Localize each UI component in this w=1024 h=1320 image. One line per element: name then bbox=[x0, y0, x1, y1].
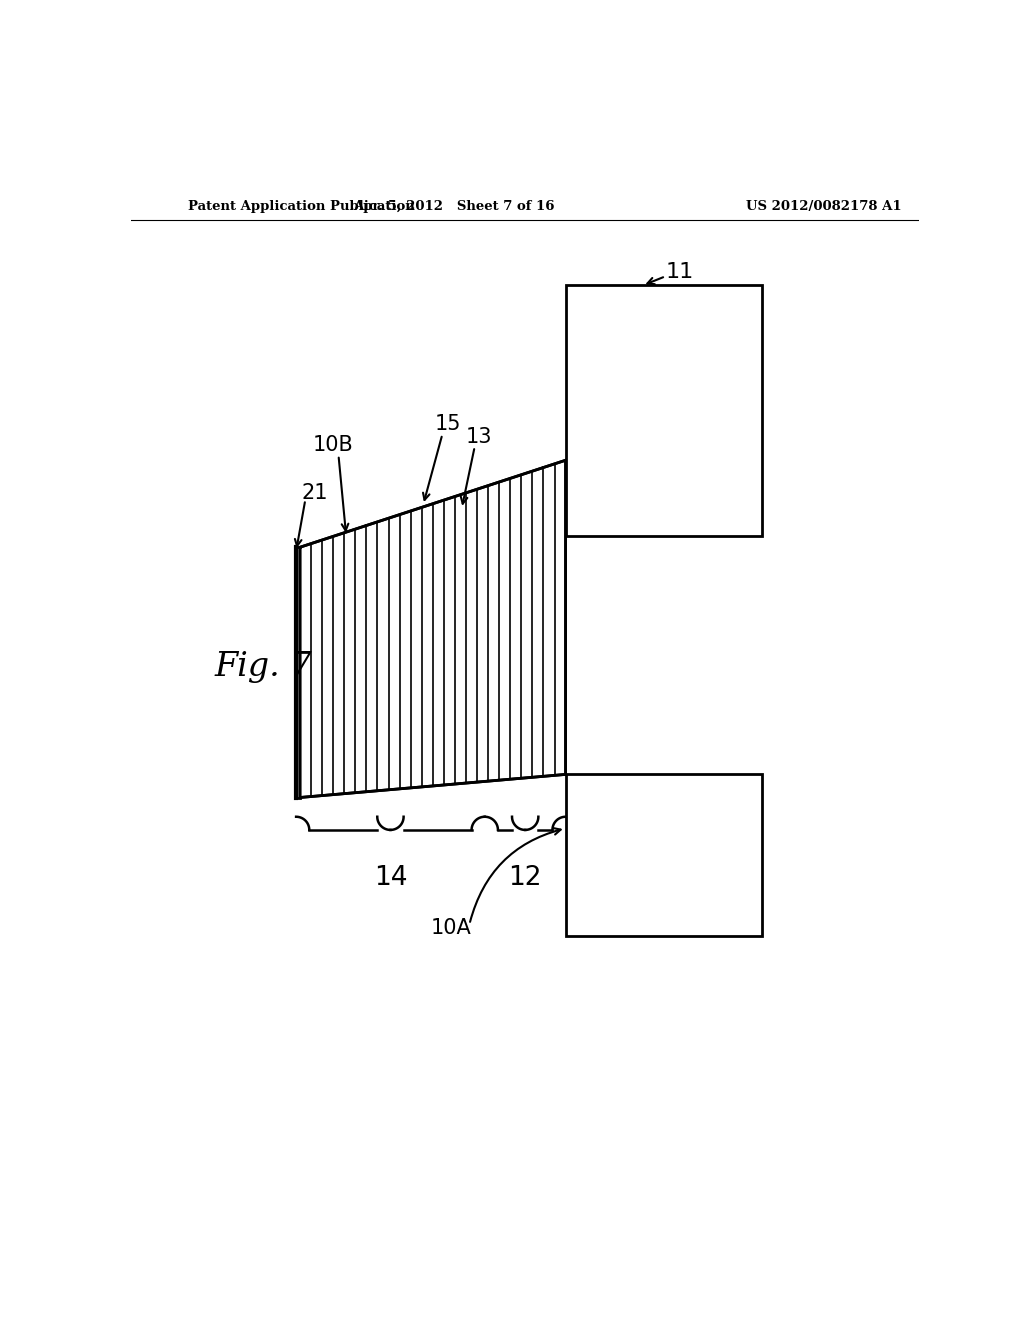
Polygon shape bbox=[300, 461, 565, 797]
Text: 10B: 10B bbox=[313, 434, 354, 455]
Bar bbox=[565, 775, 762, 936]
Text: 21: 21 bbox=[301, 483, 328, 503]
Text: Fig. 7: Fig. 7 bbox=[214, 651, 312, 682]
Text: 10A: 10A bbox=[431, 919, 472, 939]
Text: US 2012/0082178 A1: US 2012/0082178 A1 bbox=[745, 199, 901, 213]
Text: 13: 13 bbox=[466, 428, 492, 447]
Text: 12: 12 bbox=[509, 866, 542, 891]
Text: 14: 14 bbox=[374, 866, 408, 891]
Bar bbox=[565, 285, 762, 536]
Text: Apr. 5, 2012   Sheet 7 of 16: Apr. 5, 2012 Sheet 7 of 16 bbox=[353, 199, 555, 213]
Text: 11: 11 bbox=[666, 263, 694, 282]
Text: 15: 15 bbox=[435, 414, 461, 434]
Text: Patent Application Publication: Patent Application Publication bbox=[188, 199, 415, 213]
